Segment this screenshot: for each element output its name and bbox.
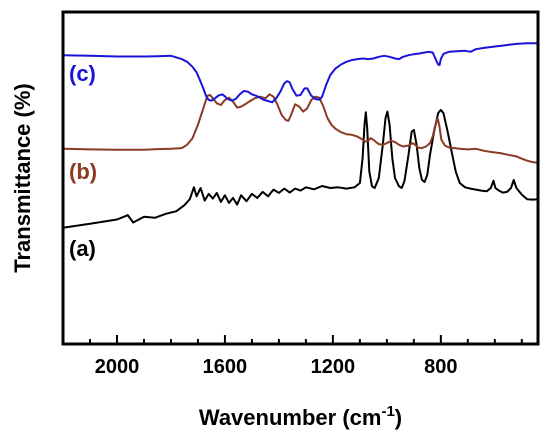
series-line-c	[62, 42, 538, 104]
x-axis-title: Wavenumber (cm-1)	[199, 403, 402, 430]
series-label-b: (b)	[69, 159, 97, 184]
x-tick-label: 800	[424, 356, 457, 378]
x-axis-title-main: Wavenumber (cm	[199, 405, 382, 430]
x-tick-label: 1600	[203, 356, 248, 378]
x-tick-label: 2000	[95, 356, 140, 378]
x-axis-title-close: )	[395, 405, 402, 430]
series-label-a: (a)	[69, 236, 96, 261]
series-line-a	[62, 108, 539, 229]
y-axis-title: Transmittance (%)	[10, 83, 35, 273]
series-line-b	[62, 93, 539, 164]
series-layer	[62, 42, 539, 229]
series-labels: (a) (b) (c)	[69, 61, 97, 261]
x-axis-title-superscript: -1	[381, 403, 394, 420]
x-axis-ticks: 2000 1600 1200 800	[62, 335, 523, 378]
x-tick-label: 1200	[311, 356, 356, 378]
plot-frame	[61, 10, 540, 346]
series-label-c: (c)	[69, 61, 96, 86]
